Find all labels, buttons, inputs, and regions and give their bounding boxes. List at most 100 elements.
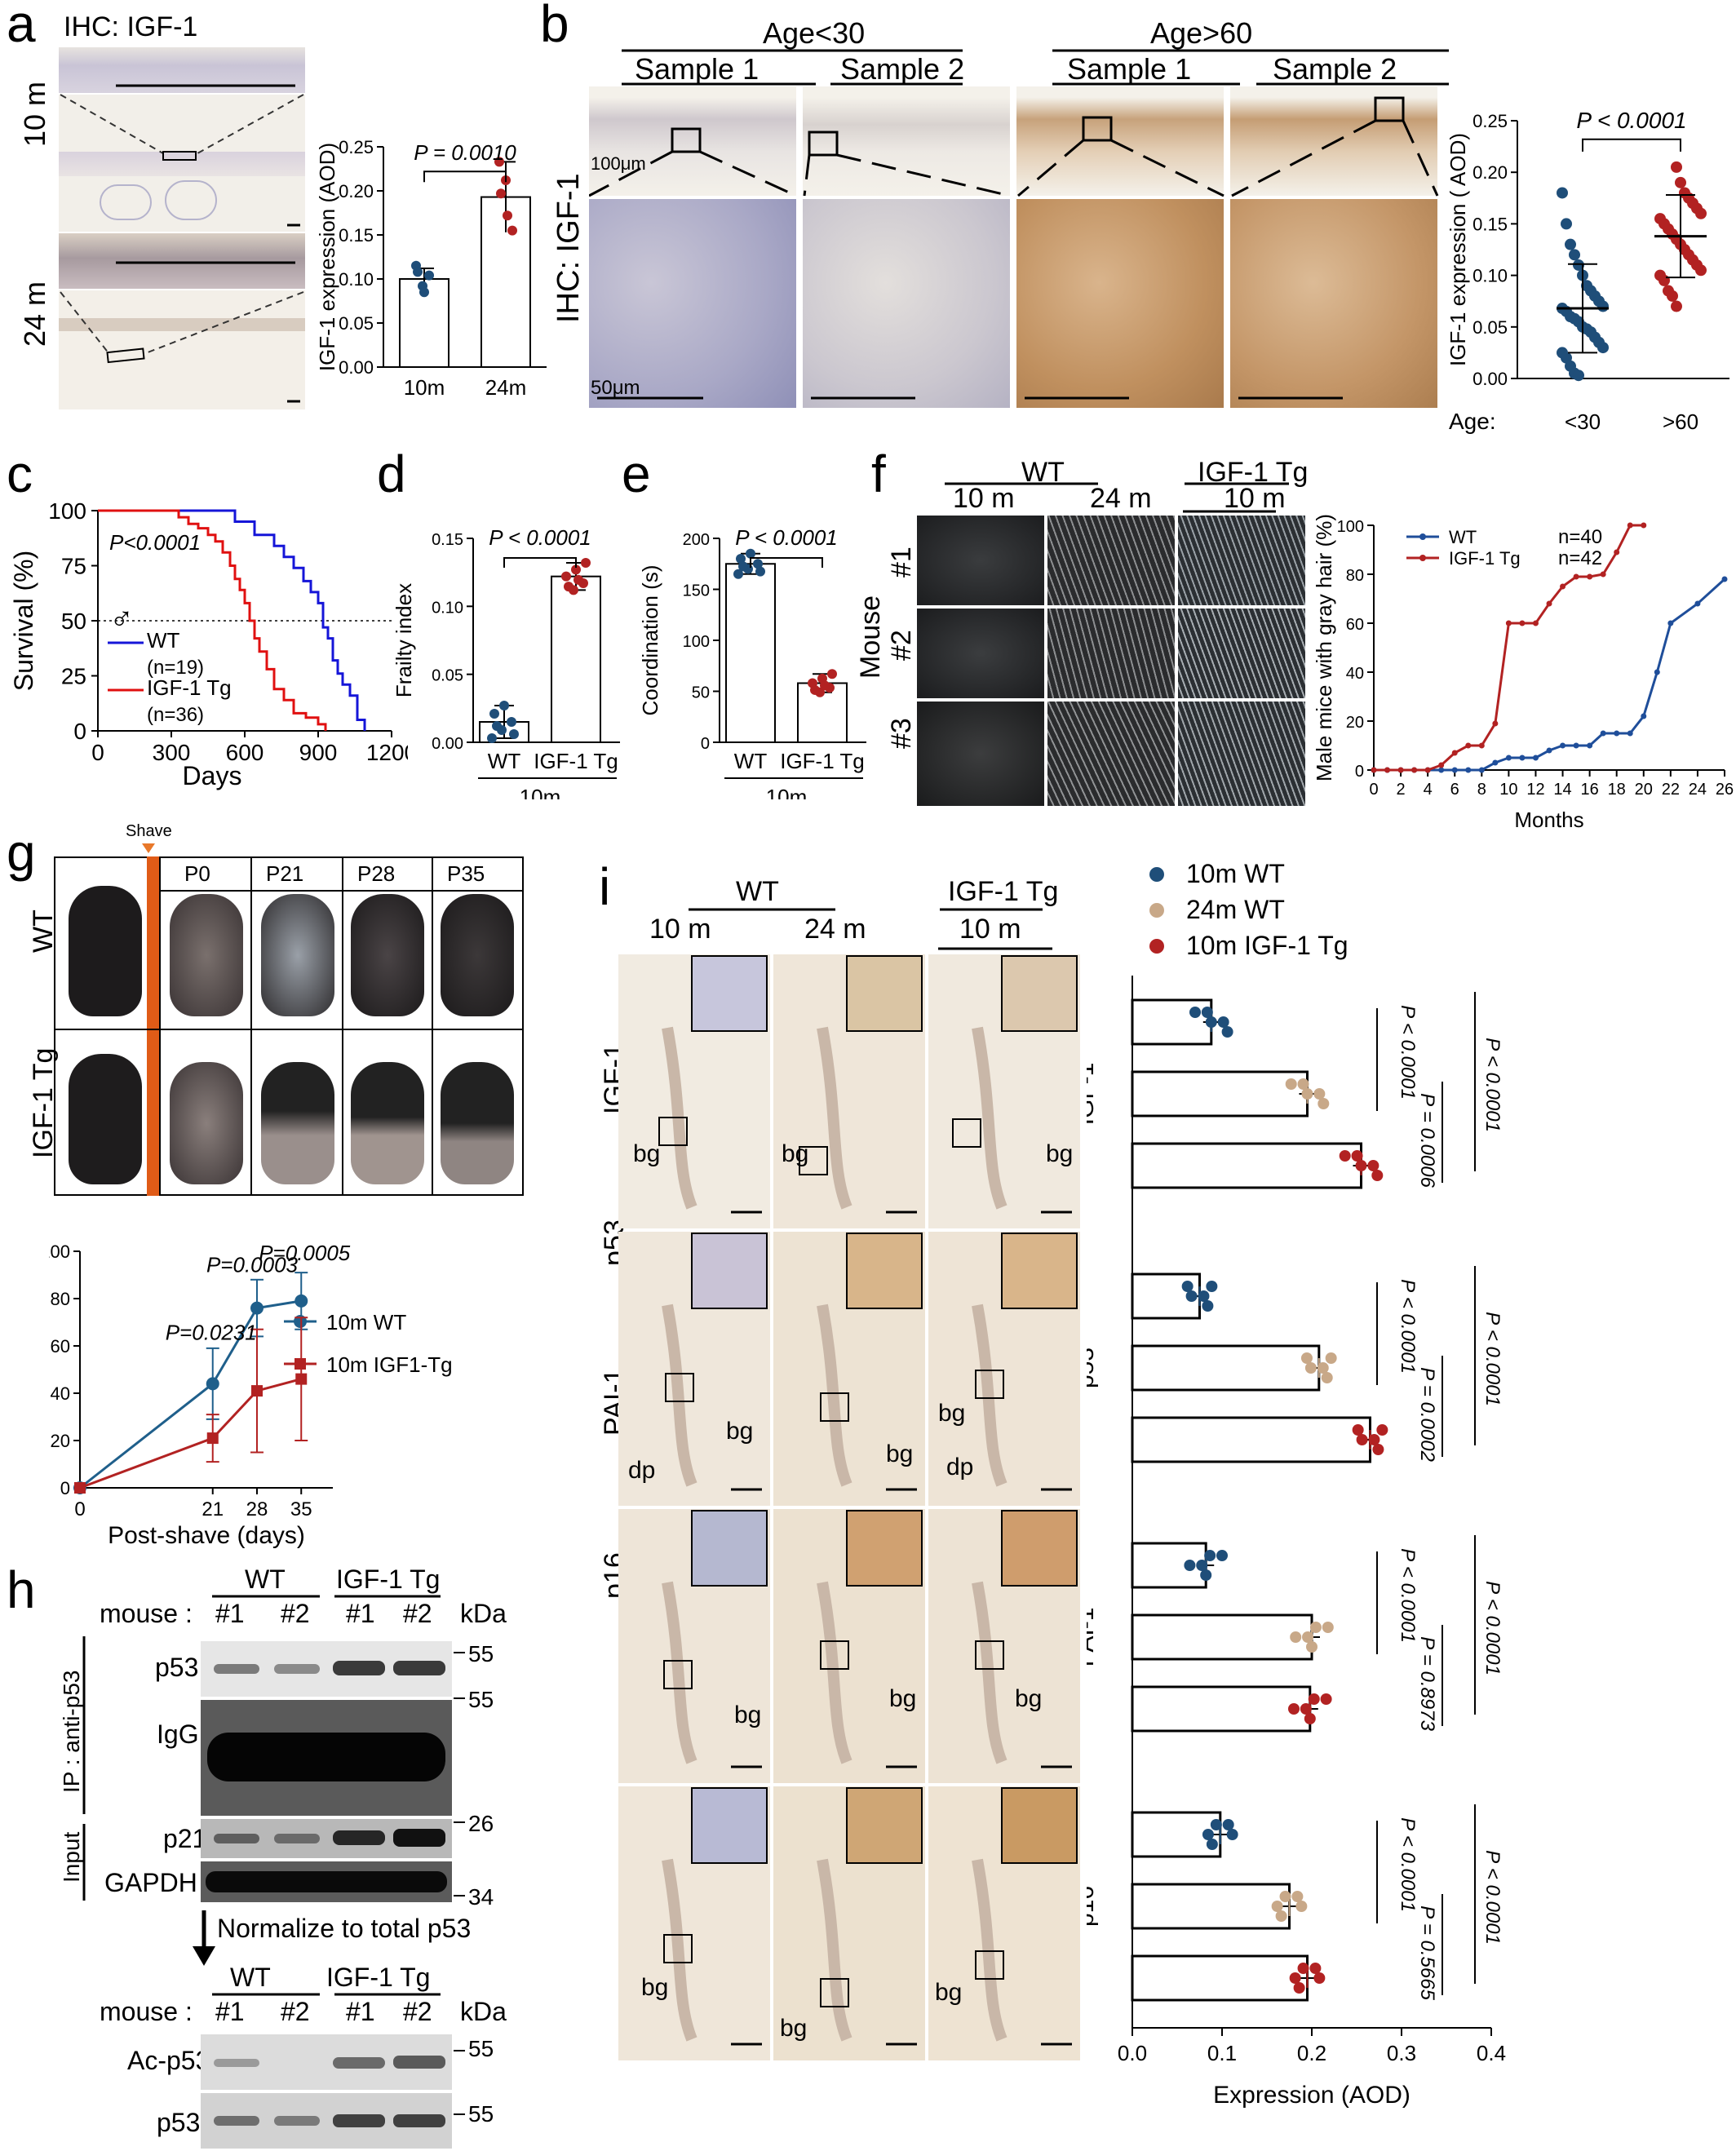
f-data-point [1532, 755, 1539, 761]
i-pvalue: P = 0.8973 [1416, 1636, 1438, 1732]
mouse-photo-wt-p28 [351, 894, 424, 1016]
f-series-line [1374, 578, 1726, 772]
f-data-point [1600, 730, 1606, 737]
a-y-axis-label: IGF-1 expression (AOD) [315, 143, 339, 371]
f-data-point [1397, 767, 1404, 773]
mouse-photo-wt-pre [69, 886, 142, 1016]
d-data-point [489, 709, 499, 719]
g-x-tick-label: 21 [202, 1498, 224, 1520]
b-data-point [1597, 300, 1609, 312]
a-data-point [413, 267, 423, 277]
i-hair-follicle [662, 1858, 698, 2042]
h-marker-ticks [454, 1652, 465, 1897]
i-data-point [1372, 1444, 1384, 1455]
h-row-p53: p53 [155, 1653, 199, 1682]
c-x-tick-label: 0 [91, 740, 104, 765]
d-data-point [561, 571, 571, 582]
f-data-point [1667, 620, 1674, 626]
f-data-point [1560, 583, 1566, 590]
i-data-point [1202, 1300, 1214, 1312]
i-bg-label-1: bg [633, 1140, 661, 1167]
g-y-tick-label: 40 [51, 1383, 70, 1404]
f-x-tick-label: 4 [1424, 781, 1433, 799]
d-y-tick-label: 0.15 [432, 531, 463, 549]
f-data-point [1424, 767, 1431, 773]
i-pvalue: P = 0.5665 [1416, 1905, 1438, 2001]
d-sig-bracket [503, 557, 577, 568]
c-y-axis-label: Survival (%) [9, 551, 38, 691]
f-data-point [1478, 742, 1485, 749]
a-data-point [496, 188, 506, 199]
b-x-prefix: Age: [1449, 409, 1496, 434]
f-x-tick-label: 6 [1450, 781, 1459, 799]
h-tg-label: IGF-1 Tg [336, 1565, 441, 1594]
h-lane-3: #1 [346, 1599, 375, 1628]
f-data-point [1438, 767, 1445, 773]
a-y-tick-label: 0.20 [339, 181, 374, 201]
i-data-point [1189, 1007, 1201, 1018]
i-roi-box [975, 1640, 1004, 1670]
i-legend-label: 10m WT [1186, 859, 1285, 888]
d-pvalue: P < 0.0001 [489, 525, 591, 550]
blot-input-p21 [201, 1819, 452, 1858]
e-data-point [820, 680, 830, 691]
f-data-point [1478, 767, 1485, 773]
i-x-tick-label: 0.2 [1297, 2041, 1326, 2065]
f-x-tick-label: 18 [1608, 781, 1626, 799]
i-bg-label-6: bg [938, 1400, 966, 1427]
d-y-tick-label: 0.00 [432, 735, 463, 753]
g-col-label-p35: P35 [447, 861, 485, 886]
h-normalize-label: Normalize to total p53 [217, 1914, 472, 1943]
i-category-label: p16 [1087, 1886, 1099, 1927]
fur-photo-wt10-1 [917, 516, 1044, 605]
fur-photo-wt24-2 [1047, 609, 1175, 698]
f-x-tick-label: 0 [1369, 781, 1378, 799]
f-data-point [1627, 730, 1633, 737]
h-lane-4: #2 [403, 1599, 432, 1628]
i-hair-follicle [817, 1858, 852, 2042]
f-x-tick-label: 22 [1662, 781, 1680, 799]
i-data-point [1304, 1362, 1317, 1374]
e-data-point [746, 548, 755, 559]
a-y-tick-label: 0.25 [339, 137, 374, 157]
i-data-point [1288, 1703, 1300, 1715]
i-data-point [1202, 1829, 1214, 1840]
e-y-axis-label: Coordination (s) [638, 565, 662, 716]
b-y-tick-label: 0.15 [1472, 214, 1508, 234]
i-bg-label-11: bg [780, 2015, 808, 2042]
panel-letter-a: a [7, 0, 36, 53]
b-y-tick-label: 0.25 [1472, 111, 1508, 131]
b-data-point [1671, 161, 1682, 173]
i-bg-label-2: bg [782, 1140, 809, 1167]
i-inset-zoom [1001, 1787, 1078, 1864]
e-y-tick-label: 0 [701, 735, 710, 753]
fur-photo-wt24-1 [1047, 516, 1175, 605]
d-data-point [507, 717, 516, 727]
b-y-axis-label: IGF-1 expression ( AOD) [1446, 133, 1470, 366]
g-series-line [79, 1299, 302, 1489]
scale-label-b-bottom: 50μm [591, 377, 640, 399]
g-x-tick-label: 28 [246, 1498, 268, 1520]
g-data-point [251, 1385, 263, 1397]
d-data-point [499, 701, 509, 710]
f-data-point [1587, 573, 1593, 580]
f-x-tick-label: 14 [1553, 781, 1571, 799]
i-roi-box [952, 1118, 981, 1148]
d-data-point [564, 582, 574, 592]
i-data-point [1205, 1016, 1217, 1028]
h-mouse-label-2: mouse : [100, 1997, 193, 2026]
c-x-tick-label: 1200 [366, 740, 408, 765]
f-data-point [1694, 600, 1701, 607]
g-x-axis-label: Post-shave (days) [108, 1522, 305, 1549]
i-bg-label-4: bg [726, 1418, 754, 1445]
f-x-tick-label: 2 [1397, 781, 1406, 799]
g-data-point [206, 1377, 219, 1391]
d-data-point [571, 564, 581, 575]
f-x-tick-label: 20 [1635, 781, 1653, 799]
c-x-tick-label: 300 [153, 740, 191, 765]
g-y-tick-label: 0 [60, 1478, 70, 1498]
g-legend-marker [294, 1358, 306, 1370]
b-y-tick-label: 0.05 [1472, 317, 1508, 338]
i-data-point [1309, 1622, 1322, 1633]
fur-photo-tg10-1 [1178, 516, 1305, 605]
